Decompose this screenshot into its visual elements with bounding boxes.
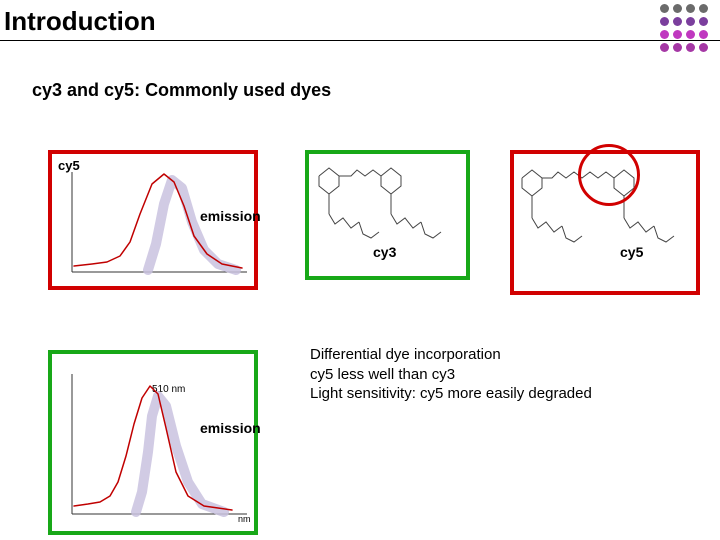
- cy5-emission-band: [148, 180, 236, 270]
- cy3-spectrum-panel: 510 nm nm: [48, 350, 258, 535]
- dot-icon: [699, 43, 708, 52]
- page-title: Introduction: [4, 6, 156, 37]
- dot-icon: [673, 30, 682, 39]
- emission-label-bottom: emission: [200, 420, 261, 436]
- dot-icon: [673, 43, 682, 52]
- emission-label-top: emission: [200, 208, 261, 224]
- dot-icon: [699, 4, 708, 13]
- dot-icon: [660, 17, 669, 26]
- dot-icon: [699, 17, 708, 26]
- dot-icon: [660, 43, 669, 52]
- cy5-structure-label: cy5: [620, 244, 643, 260]
- dot-icon: [660, 4, 669, 13]
- notes-line3: Light sensitivity: cy5 more easily degra…: [310, 384, 592, 404]
- cy3-structure-label: cy3: [373, 244, 396, 260]
- dot-icon: [686, 4, 695, 13]
- dot-icon: [686, 43, 695, 52]
- cy3-spectrum-plot: [52, 354, 254, 531]
- corner-bullets: [660, 4, 708, 52]
- notes-line2: cy5 less well than cy3: [310, 365, 592, 385]
- title-underline: [0, 40, 720, 41]
- notes-block: Differential dye incorporation cy5 less …: [310, 345, 592, 404]
- dot-icon: [660, 30, 669, 39]
- highlight-circle-icon: [578, 144, 640, 206]
- dot-icon: [686, 30, 695, 39]
- dot-icon: [686, 17, 695, 26]
- notes-line1: Differential dye incorporation: [310, 345, 592, 365]
- cy3-structure-panel: cy3: [305, 150, 470, 280]
- cy3-emission-band: [136, 396, 224, 512]
- subtitle: cy3 and cy5: Commonly used dyes: [32, 80, 331, 101]
- dot-icon: [699, 30, 708, 39]
- cy5-structure-panel: cy5: [510, 150, 700, 295]
- dot-icon: [673, 17, 682, 26]
- dot-icon: [673, 4, 682, 13]
